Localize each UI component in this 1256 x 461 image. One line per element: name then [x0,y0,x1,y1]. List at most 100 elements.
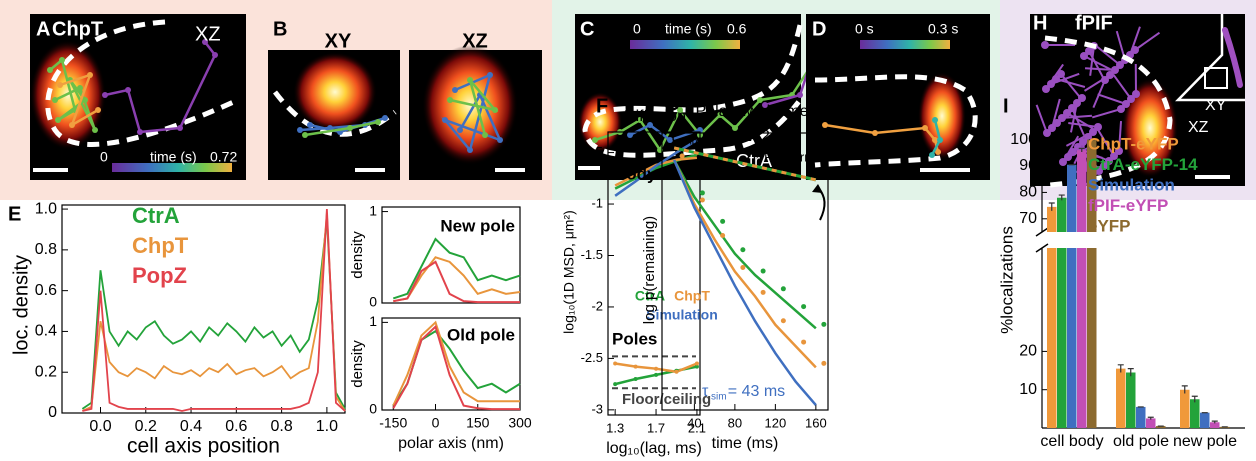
plot-frame [661,132,829,411]
inset-signal [1222,27,1243,88]
trajectory [1083,55,1112,71]
trajectory-point [872,130,878,136]
data-point [780,318,786,324]
x-tick-label: 1.0 [316,418,338,435]
trajectory [1118,121,1123,152]
bar [1116,368,1126,428]
trajectory-point [1048,124,1056,132]
trajectory-point [82,97,88,103]
cell-outline [814,74,978,168]
trajectory-point [647,122,653,128]
y-axis-label: log p(remaining) [641,216,658,324]
trajectory-point [327,125,333,131]
error-bar [1181,385,1188,394]
protein-label: ChpT [52,18,103,40]
trajectory-point [202,39,208,45]
data-point [801,304,807,310]
x-tick-label: 120 [765,415,787,430]
panel-letter: F [596,95,608,117]
trajectory-point [1095,167,1103,175]
bar [1047,206,1057,428]
legend-entry: ChpT-eYFP [1088,134,1179,153]
y-tick-label: 1.0 [35,200,57,217]
y-axis-label: loc. density [10,255,32,355]
x-tick-label: 0.6 [225,418,247,435]
trajectory-point [467,147,473,153]
legend-entry: fPIF-eYFP [1088,196,1168,215]
annotation: = 132 ms [729,128,795,145]
trajectory-point [467,77,473,83]
data-line [672,159,817,406]
view-label: XZ [195,23,221,45]
cell-outline [45,19,240,147]
panel-letter: A [36,18,50,40]
trajectory-point [95,107,101,113]
bar [1087,139,1097,428]
x-tick-label: 150 [466,415,490,431]
view-label: XY [325,30,352,52]
trajectory [1045,63,1064,90]
trajectory [1134,31,1161,51]
trajectory [1092,79,1106,109]
annotation: ChpT,CtrA [679,137,725,148]
data-point [780,286,786,292]
data-line [393,260,520,304]
data-point [720,218,726,224]
data-point [740,247,746,253]
trajectory-point [302,132,308,138]
trajectory-point [382,115,388,121]
trajectory-point [77,85,83,91]
trajectory-point [52,97,58,103]
data-point [613,361,618,366]
trajectory-point [1084,133,1092,141]
y-tick-label: 10 [1019,381,1037,398]
data-line [673,159,817,330]
y-axis-label: density [349,231,366,279]
legend-entry: Simulation [646,307,718,323]
y-tick-label: 70 [1019,210,1037,227]
error-bar [1048,202,1055,211]
trajectory [1051,98,1061,129]
trajectory-point [677,107,683,113]
trajectory-point [297,127,303,133]
trajectory-point [1063,109,1071,117]
colorbar-label: 0 [100,149,108,165]
bar [1126,372,1136,428]
trajectory-point [1080,52,1088,60]
x-axis-label: cell axis position [127,435,280,458]
trajectory-point [57,82,63,88]
trajectory-point [1041,41,1049,49]
trajectory-point [1079,138,1087,146]
colorbar-title: time (s) [150,149,197,165]
trajectory-point [1074,143,1082,151]
trajectory [1097,129,1115,157]
legend-entry: Simulation [1088,175,1175,194]
intensity-blob [918,72,966,160]
data-point [633,364,638,369]
trajectory [59,72,99,128]
x-tick-label: old pole [1113,433,1169,450]
trajectory-point [937,137,943,143]
data-line [393,256,521,303]
trajectory [1050,72,1080,85]
y-tick-label: 80 [1019,184,1037,201]
data-point [720,233,726,239]
trajectory-point [627,132,633,138]
trajectory-point [177,125,183,131]
plot-frame [61,204,346,414]
colorbar-label: 0.72 [210,149,237,165]
x-tick-label: 0.2 [135,418,157,435]
annotation: Fit+correct [764,149,826,164]
y-tick-label: 0.2 [35,363,57,380]
trajectory-point [307,122,313,128]
trajectory-point [1089,128,1097,136]
panel-letter: B [273,18,287,40]
trajectory-point [497,137,503,143]
data-point [633,376,638,381]
y-tick-label: 90 [1019,157,1037,174]
x-tick-label: 1.3 [606,420,624,435]
panel-letter: E [8,203,21,225]
trajectory-point [47,67,53,73]
legend-entry: eYFP [1088,216,1131,235]
y-tick-label: -0.5 [581,144,603,159]
